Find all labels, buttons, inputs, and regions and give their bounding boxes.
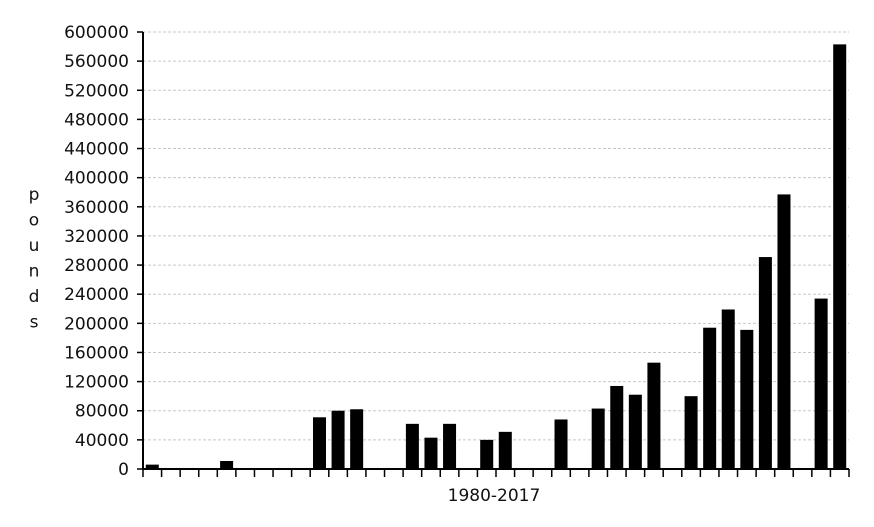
y-tick-label: 160000 <box>64 343 129 363</box>
y-tick-label: 360000 <box>64 198 129 218</box>
bar <box>554 419 568 469</box>
bar <box>814 298 828 469</box>
bar <box>424 437 438 469</box>
bars <box>145 44 847 470</box>
bar <box>350 409 364 469</box>
bar <box>145 464 159 469</box>
y-axis-label-letter: o <box>29 211 39 231</box>
y-axis-label-letter: n <box>29 262 40 282</box>
bar <box>628 394 642 469</box>
y-tick-label: 120000 <box>64 373 129 393</box>
y-tick-label: 200000 <box>64 314 129 334</box>
y-axis-label-letter: p <box>29 185 40 205</box>
y-tick-label: 560000 <box>64 52 129 72</box>
bar <box>740 329 754 469</box>
y-tick-label: 0 <box>118 460 129 480</box>
bar <box>405 423 419 469</box>
bar <box>610 385 624 469</box>
y-axis-label-letter: u <box>29 236 40 256</box>
bar <box>703 327 717 469</box>
bar <box>331 410 345 469</box>
bar <box>312 417 327 469</box>
y-tick-label: 520000 <box>64 81 129 101</box>
y-tick-label: 80000 <box>75 402 129 422</box>
y-tick-label: 40000 <box>75 431 129 451</box>
y-tick-label: 240000 <box>64 285 129 305</box>
y-tick-label: 480000 <box>64 110 129 130</box>
bar <box>833 44 847 470</box>
bar <box>443 423 457 469</box>
axes <box>137 31 850 477</box>
y-tick-labels: 0 40000 80000 120000 160000 200000 240000 28000… <box>64 23 129 480</box>
gridlines <box>143 31 849 441</box>
bar <box>647 362 661 469</box>
y-axis-label-letter: d <box>29 287 40 307</box>
y-tick-label: 440000 <box>64 140 129 160</box>
bar <box>758 257 772 469</box>
bar <box>498 431 512 469</box>
bar <box>777 194 791 469</box>
y-tick-label: 400000 <box>64 169 129 189</box>
y-tick-label: 280000 <box>64 256 129 276</box>
bar <box>684 396 698 469</box>
bar <box>591 408 605 469</box>
bar <box>480 439 494 469</box>
y-axis-label-letter: s <box>30 313 39 333</box>
y-tick-label: 600000 <box>64 23 129 43</box>
bar <box>220 460 234 469</box>
x-axis-label: 1980-2017 <box>448 486 541 506</box>
bar <box>721 309 735 469</box>
y-tick-label: 320000 <box>64 227 129 247</box>
